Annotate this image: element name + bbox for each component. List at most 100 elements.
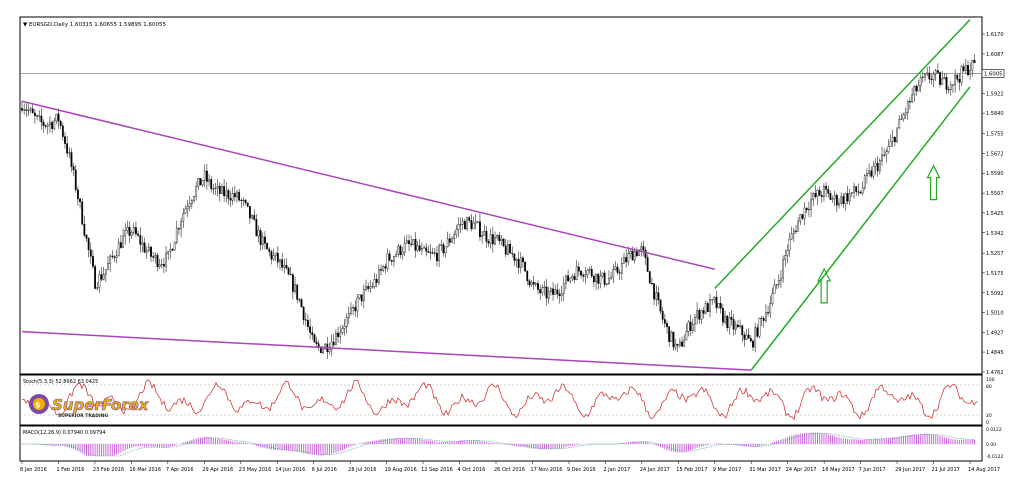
candle-body: [401, 251, 404, 255]
candle-body: [803, 207, 806, 219]
candle-body: [934, 70, 937, 75]
candle-body: [743, 334, 746, 340]
macd-histogram: [23, 432, 975, 456]
candle-body: [573, 276, 576, 280]
candle-body: [530, 281, 533, 286]
candle-body: [79, 198, 81, 202]
candle-body: [408, 240, 410, 244]
candle-body: [117, 242, 120, 257]
candle-body: [49, 122, 51, 126]
candle-body: [489, 234, 492, 244]
candle-body: [268, 248, 271, 252]
candle-body: [840, 196, 843, 204]
candle-body: [504, 245, 507, 255]
candle-body: [964, 65, 967, 71]
candle-body: [440, 244, 443, 247]
candle-body: [182, 213, 185, 222]
candle-body: [165, 253, 167, 267]
date-tick-label: 7 Jun 2017: [859, 467, 886, 473]
candle-body: [68, 152, 71, 154]
candle-body: [801, 214, 804, 219]
candle-body: [528, 280, 531, 286]
price-tick-label: 1.5342: [986, 231, 1004, 237]
candle-body: [479, 221, 481, 238]
candle-body: [96, 286, 99, 289]
candle-body: [777, 280, 780, 285]
candle-body: [341, 328, 344, 333]
candle-body: [152, 256, 155, 258]
price-tick-label: 1.4762: [986, 370, 1004, 376]
candle-body: [453, 234, 456, 240]
candle-body: [679, 341, 681, 346]
candle-body: [468, 217, 471, 221]
candle-body: [537, 283, 539, 290]
candle-body: [251, 215, 253, 219]
candle-body: [53, 120, 56, 129]
price-tick-label: 1.5092: [986, 291, 1004, 297]
candle-body: [799, 214, 802, 222]
candle-body: [887, 146, 890, 152]
candle-body: [756, 327, 759, 337]
candle-body: [244, 199, 247, 204]
macd-tick-label: 0.0122: [986, 427, 1002, 433]
candle-body: [180, 221, 182, 230]
candle-body: [330, 341, 333, 350]
candle-body: [365, 286, 367, 290]
stoch-tick-label: 0: [986, 420, 989, 426]
candle-body: [304, 319, 307, 321]
candle-body: [399, 245, 402, 255]
candle-body: [100, 274, 103, 280]
candle-body: [795, 230, 797, 232]
candle-body: [894, 137, 896, 143]
candle-body: [618, 272, 621, 274]
candle-body: [846, 193, 849, 202]
candle-body: [653, 283, 656, 300]
candle-body: [29, 108, 32, 111]
candle-body: [565, 275, 567, 284]
up-arrow-icon: [817, 267, 832, 304]
candle-body: [874, 162, 877, 167]
candle-body: [216, 185, 219, 189]
candle-body: [40, 115, 43, 123]
candle-body: [698, 310, 701, 320]
candle-body: [855, 186, 858, 192]
candle-body: [595, 273, 597, 283]
candlestick-series: [21, 54, 976, 360]
candle-body: [410, 243, 413, 245]
candle-body: [620, 263, 623, 274]
candle-body: [526, 270, 529, 281]
candle-body: [575, 266, 578, 280]
candle-body: [464, 220, 466, 230]
candle-body: [769, 303, 772, 314]
logo-mark: $: [35, 401, 41, 410]
candle-body: [616, 266, 619, 273]
macd-panel: [19, 425, 983, 462]
price-tick-label: 1.6170: [986, 32, 1004, 38]
candle-body: [930, 78, 933, 80]
date-tick-label: 19 Aug 2016: [385, 467, 417, 473]
candle-body: [335, 332, 337, 346]
candle-body: [205, 170, 208, 182]
candle-body: [883, 154, 886, 156]
candle-body: [38, 115, 41, 117]
candle-body: [612, 269, 615, 278]
candle-body: [904, 112, 907, 115]
candle-body: [160, 264, 163, 266]
candle-body: [212, 188, 215, 190]
candle-body: [162, 264, 165, 267]
candle-body: [358, 294, 361, 299]
candle-body: [681, 341, 683, 347]
candle-body: [728, 317, 731, 328]
candle-body: [317, 343, 320, 347]
price-tick-label: 1.4845: [986, 350, 1004, 356]
candle-body: [588, 268, 591, 271]
candle-body: [173, 242, 176, 251]
candle-body: [556, 289, 559, 295]
price-tick-label: 1.6087: [986, 52, 1004, 58]
candle-body: [726, 315, 729, 328]
candle-body: [61, 125, 64, 137]
candle-body: [584, 274, 587, 277]
candle-body: [539, 289, 542, 294]
candle-body: [208, 179, 210, 182]
